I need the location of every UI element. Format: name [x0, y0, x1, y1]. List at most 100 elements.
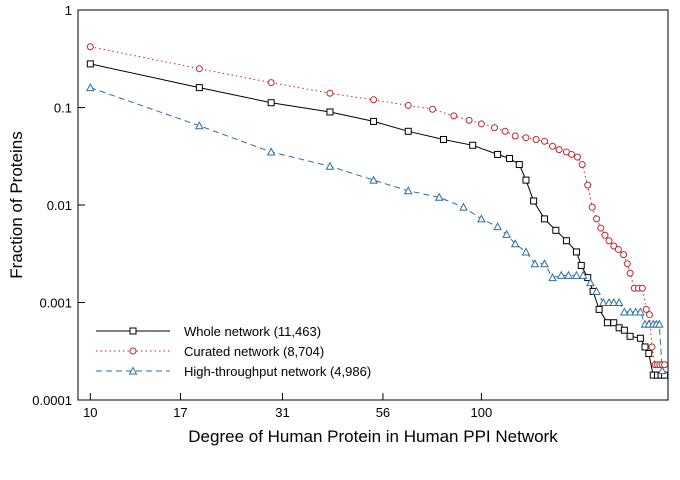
data-point-circle	[578, 161, 586, 169]
data-point-triangle	[325, 161, 335, 170]
data-point-square	[469, 141, 477, 149]
data-point-circle	[614, 245, 622, 253]
legend-label: High-throughput network (4,986)	[184, 364, 371, 379]
series-line-circle	[90, 46, 665, 366]
data-point-triangle	[598, 297, 608, 306]
data-point-circle	[645, 311, 653, 319]
data-point-square	[636, 334, 644, 342]
data-point-circle	[532, 135, 540, 143]
data-point-square	[522, 176, 530, 184]
data-point-square	[86, 60, 94, 68]
data-point-triangle	[556, 270, 566, 279]
y-tick-label: 1	[65, 3, 72, 18]
data-point-triangle	[625, 307, 635, 316]
data-point-circle	[555, 146, 563, 154]
legend-marker-triangle	[128, 366, 138, 375]
data-point-square	[610, 319, 618, 327]
data-point-triangle	[403, 186, 413, 195]
data-point-circle	[593, 215, 601, 223]
data-point-circle	[541, 137, 549, 145]
data-point-circle	[573, 153, 581, 161]
data-point-square	[370, 117, 378, 125]
data-point-square	[620, 326, 628, 334]
data-point-circle	[610, 242, 618, 250]
data-point-circle	[267, 79, 275, 87]
data-point-circle	[605, 237, 613, 245]
data-point-square	[562, 237, 570, 245]
data-point-triangle	[540, 259, 549, 268]
data-point-square	[506, 154, 514, 162]
data-point-circle	[626, 269, 634, 277]
data-point-circle	[490, 124, 498, 132]
data-point-circle	[450, 112, 458, 120]
data-point-triangle	[620, 307, 629, 316]
data-point-circle	[195, 65, 203, 73]
y-tick-label: 0.001	[39, 296, 72, 311]
data-point-square	[530, 197, 538, 205]
data-point-triangle	[578, 270, 588, 279]
data-point-triangle	[657, 366, 667, 375]
data-point-triangle	[614, 297, 624, 306]
legend-marker-circle	[129, 347, 137, 355]
data-point-triangle	[493, 222, 502, 231]
data-point-circle	[326, 89, 334, 97]
data-point-circle	[661, 361, 669, 369]
series-markers	[85, 43, 669, 379]
data-point-circle	[648, 343, 656, 351]
x-axis-label: Degree of Human Protein in Human PPI Net…	[188, 427, 558, 446]
legend: Whole network (11,463) Curated network (8…	[96, 324, 371, 379]
data-point-square	[595, 305, 603, 313]
data-point-circle	[404, 101, 412, 109]
data-point-circle	[597, 224, 605, 232]
data-point-circle	[620, 251, 628, 259]
data-point-square	[326, 108, 334, 116]
data-point-triangle	[572, 270, 581, 279]
plot-frame	[77, 9, 669, 401]
data-point-circle	[638, 284, 646, 292]
legend-label: Curated network (8,704)	[184, 344, 324, 359]
x-tick-label: 31	[275, 405, 289, 420]
data-point-square	[195, 84, 203, 92]
data-point-triangle	[592, 286, 601, 295]
data-point-triangle	[477, 214, 486, 223]
y-tick-label: 0.01	[47, 198, 72, 213]
data-point-square	[552, 226, 560, 234]
data-point-square	[404, 127, 412, 135]
series-lines	[90, 46, 665, 376]
data-point-square	[626, 332, 634, 340]
data-point-triangle	[85, 83, 95, 92]
data-point-triangle	[586, 278, 595, 287]
data-point-triangle	[654, 319, 664, 328]
data-point-triangle	[521, 247, 531, 256]
data-point-square	[541, 215, 549, 223]
data-point-square	[572, 248, 580, 256]
x-tick-label: 56	[376, 405, 390, 420]
data-point-square	[603, 319, 611, 327]
data-point-square	[645, 349, 653, 357]
data-point-triangle	[530, 259, 540, 268]
data-point-square	[515, 161, 523, 169]
data-point-triangle	[609, 297, 619, 306]
data-point-triangle	[548, 273, 557, 282]
legend-label: Whole network (11,463)	[184, 324, 321, 339]
data-point-triangle	[502, 229, 511, 238]
data-point-circle	[601, 231, 609, 239]
data-point-square	[440, 135, 448, 143]
data-point-triangle	[369, 175, 378, 184]
data-point-triangle	[636, 307, 645, 316]
axis-ticks: 10 17 31 56 100 1 0.1 0.01 0.001 0.0001	[32, 3, 492, 420]
data-point-triangle	[195, 121, 204, 130]
data-point-square	[641, 343, 649, 351]
data-point-circle	[522, 134, 530, 142]
data-point-triangle	[459, 202, 468, 211]
y-axis-label: Fraction of Proteins	[7, 131, 26, 278]
data-point-circle	[511, 132, 519, 140]
x-tick-label: 100	[471, 405, 493, 420]
data-point-circle	[429, 105, 437, 113]
data-point-circle	[86, 43, 94, 51]
data-point-square	[267, 99, 275, 107]
legend-marker-square	[129, 327, 137, 335]
data-point-triangle	[266, 147, 276, 156]
